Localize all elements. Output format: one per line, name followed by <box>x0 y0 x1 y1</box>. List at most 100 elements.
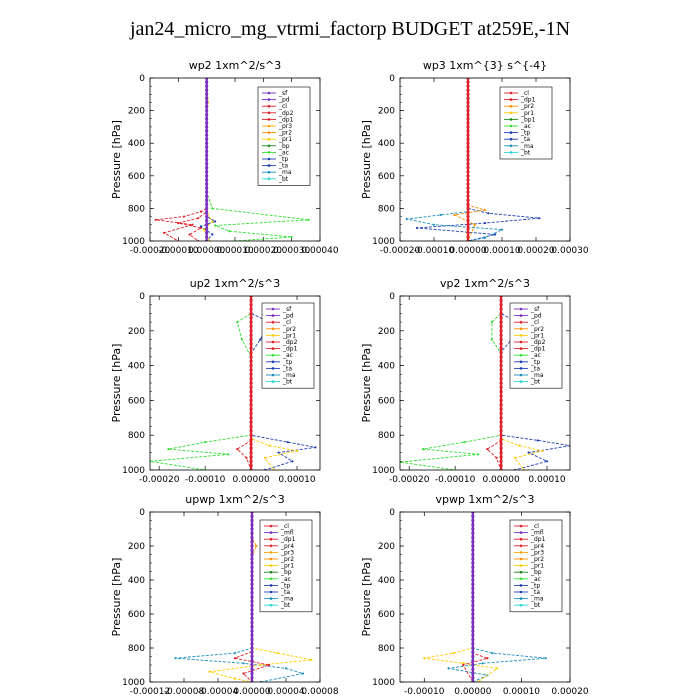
x-tick-label: -0.00010 <box>435 475 476 485</box>
series-point <box>471 654 475 659</box>
y-axis-label: Pressure [hPa] <box>110 344 123 423</box>
series-point <box>154 218 157 221</box>
legend-label: _mfl <box>280 530 294 537</box>
series-point <box>249 416 253 420</box>
series-point <box>544 657 547 660</box>
legend-marker <box>509 144 513 148</box>
legend-marker <box>271 347 275 350</box>
legend-label: _pr2 <box>530 556 544 563</box>
series-point <box>471 535 475 540</box>
y-tick-label: 600 <box>378 396 395 406</box>
legend-marker <box>519 544 523 548</box>
series-point <box>499 359 503 363</box>
series-point <box>471 514 475 518</box>
legend-label: _cl <box>530 319 539 326</box>
legend-marker <box>267 151 271 154</box>
series-point <box>205 84 209 88</box>
series-point <box>471 625 475 629</box>
y-tick-label: 1000 <box>372 466 395 476</box>
legend-label: _ac <box>530 352 541 359</box>
panel-4: vp2 1xm^2/s^3 Pressure [hPa] 0 200 400 600 800… <box>360 277 571 485</box>
series-point <box>466 125 470 129</box>
legend-marker <box>267 104 271 108</box>
series-point <box>255 544 258 548</box>
series-point <box>199 210 203 213</box>
series-point <box>471 629 475 633</box>
series-point <box>466 133 470 137</box>
series-point <box>307 218 310 221</box>
series-point <box>205 202 209 206</box>
legend-marker <box>519 537 523 541</box>
legend-label: _dp2 <box>282 339 298 346</box>
series-point <box>466 121 470 125</box>
series-point <box>471 565 475 569</box>
series-point <box>499 442 503 446</box>
series-point <box>499 333 503 337</box>
plot-frame <box>149 295 321 471</box>
series-point <box>499 377 503 381</box>
legend-label: _tp <box>530 359 540 366</box>
series-point <box>415 226 419 230</box>
series-point <box>177 221 180 225</box>
series-point <box>466 92 470 96</box>
series-point <box>233 652 237 655</box>
legend-marker <box>269 584 273 587</box>
legend-label: _tp <box>280 582 290 589</box>
legend-label: _pr1 <box>530 563 544 570</box>
x-tick-label: 0.00000 <box>232 475 269 485</box>
legend: _sf_pd_cl_pr2_pr1_dp2_dp1_ac_tp_ta_ma_bt <box>261 302 315 389</box>
series-point <box>205 223 209 227</box>
legend-label: _ma <box>530 596 544 603</box>
series-point <box>249 324 253 329</box>
series-point <box>249 350 253 355</box>
legend-label: _sf <box>530 306 540 313</box>
series-point <box>205 125 209 129</box>
y-tick-label: 1000 <box>122 678 145 688</box>
legend-label: _pr1 <box>278 136 292 143</box>
series-point <box>250 548 254 552</box>
series-point <box>471 637 475 642</box>
y-tick-label: 600 <box>378 610 395 620</box>
legend-label: _ma <box>278 169 292 176</box>
series-point <box>471 595 475 599</box>
y-tick-label: 1000 <box>122 466 145 476</box>
series-point <box>423 657 426 660</box>
series-point <box>197 217 200 220</box>
series-point <box>421 448 425 451</box>
y-tick-label: 600 <box>128 396 145 406</box>
series-point <box>471 523 475 527</box>
series-line-pr2 <box>452 78 486 241</box>
legend-marker <box>519 557 523 561</box>
series-point <box>499 298 503 302</box>
legend-label: _pr1 <box>282 332 296 339</box>
series-point <box>499 350 503 355</box>
legend-marker <box>269 570 273 574</box>
series-point <box>499 459 503 463</box>
series-point <box>205 170 209 174</box>
series-point <box>242 662 245 665</box>
series-point <box>250 578 254 582</box>
series-point <box>499 394 503 398</box>
series-point <box>250 591 254 595</box>
series-point <box>463 441 466 444</box>
series-point <box>250 671 254 676</box>
series-point <box>471 671 475 676</box>
x-tick-label: -0.00020 <box>130 246 171 256</box>
legend-box <box>509 302 563 389</box>
series-point <box>249 442 253 446</box>
legend-marker <box>519 327 523 331</box>
x-tick-label: 0.00000 <box>188 246 225 256</box>
legend-marker <box>519 334 523 337</box>
legend-marker <box>509 131 513 134</box>
series-line-pr1 <box>424 512 499 682</box>
series-point <box>466 117 470 121</box>
figure-title: jan24_micro_mg_vtrmi_factorp BUDGET at25… <box>129 18 571 40</box>
series-point <box>471 531 475 535</box>
series-point <box>236 448 239 451</box>
legend-marker <box>267 118 271 121</box>
series-point <box>205 231 209 235</box>
legend-label: _bt <box>282 379 293 386</box>
series-point <box>471 620 475 625</box>
legend-label: _pd <box>530 313 542 320</box>
series-point <box>499 381 503 385</box>
